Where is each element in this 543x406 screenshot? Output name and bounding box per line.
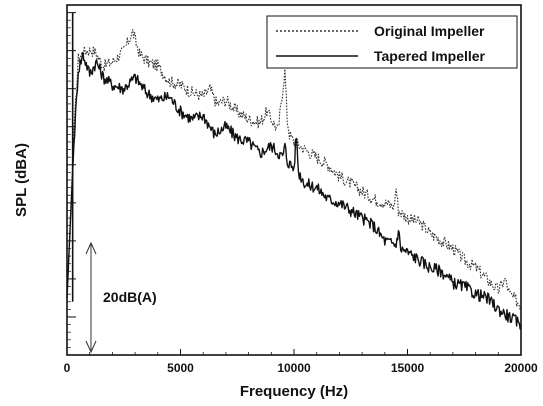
scale-bar-label: 20dB(A) bbox=[103, 289, 157, 305]
x-axis-ticks bbox=[66, 349, 522, 355]
x-tick-label: 0 bbox=[64, 361, 71, 375]
x-tick-label: 15000 bbox=[391, 361, 425, 375]
y-axis-label: SPL (dBA) bbox=[13, 143, 30, 217]
series-line-tapered bbox=[66, 51, 522, 330]
x-tick-label: 10000 bbox=[277, 361, 311, 375]
legend: Original Impeller Tapered Impeller bbox=[266, 15, 518, 69]
series-layer bbox=[66, 12, 522, 330]
scale-bar: 20dB(A) bbox=[85, 241, 157, 354]
x-axis-label: Frequency (Hz) bbox=[240, 383, 348, 400]
legend-label-tapered: Tapered Impeller bbox=[374, 48, 486, 64]
series-line-original bbox=[66, 28, 522, 311]
scale-bar-arrow-top bbox=[85, 241, 97, 255]
legend-box bbox=[266, 15, 518, 69]
scale-bar-arrow-bottom bbox=[85, 340, 97, 354]
x-tick-label: 20000 bbox=[504, 361, 538, 375]
x-tick-labels: 0 5000 10000 15000 20000 bbox=[64, 361, 538, 375]
legend-label-original: Original Impeller bbox=[374, 23, 485, 39]
x-tick-label: 5000 bbox=[167, 361, 194, 375]
